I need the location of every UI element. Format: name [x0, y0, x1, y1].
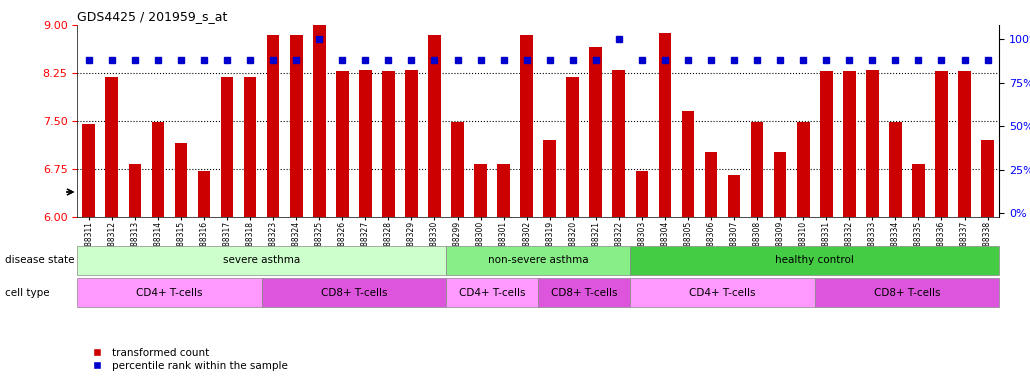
Bar: [566, 78, 579, 217]
Bar: [958, 71, 971, 217]
Text: cell type: cell type: [5, 288, 49, 298]
Text: CD8+ T-cells: CD8+ T-cells: [320, 288, 387, 298]
Bar: [538, 278, 630, 307]
Bar: [451, 122, 464, 217]
Bar: [77, 246, 446, 275]
Text: GDS4425 / 201959_s_at: GDS4425 / 201959_s_at: [77, 10, 228, 23]
Bar: [589, 47, 603, 217]
Text: CD8+ T-cells: CD8+ T-cells: [873, 288, 940, 298]
Bar: [613, 70, 625, 217]
Bar: [359, 70, 372, 217]
Bar: [446, 246, 630, 275]
Bar: [815, 278, 999, 307]
Bar: [336, 71, 348, 217]
Bar: [497, 164, 510, 217]
Bar: [636, 171, 648, 217]
Bar: [520, 35, 533, 217]
Text: healthy control: healthy control: [776, 255, 854, 265]
Bar: [797, 122, 810, 217]
Bar: [982, 140, 994, 217]
Bar: [267, 35, 279, 217]
Bar: [198, 171, 210, 217]
Bar: [682, 111, 694, 217]
Bar: [220, 78, 234, 217]
Bar: [705, 152, 717, 217]
Bar: [913, 164, 925, 217]
Text: CD4+ T-cells: CD4+ T-cells: [689, 288, 756, 298]
Bar: [428, 35, 441, 217]
Bar: [630, 278, 815, 307]
Bar: [151, 122, 164, 217]
Legend: transformed count, percentile rank within the sample: transformed count, percentile rank withi…: [82, 344, 291, 375]
Bar: [446, 278, 538, 307]
Bar: [889, 122, 901, 217]
Bar: [77, 278, 262, 307]
Bar: [244, 78, 256, 217]
Bar: [658, 33, 672, 217]
Bar: [728, 175, 741, 217]
Bar: [820, 71, 832, 217]
Text: disease state: disease state: [5, 255, 74, 265]
Bar: [474, 164, 487, 217]
Text: CD4+ T-cells: CD4+ T-cells: [136, 288, 203, 298]
Bar: [382, 71, 394, 217]
Bar: [630, 246, 999, 275]
Bar: [289, 35, 303, 217]
Bar: [82, 124, 95, 217]
Bar: [175, 143, 187, 217]
Text: severe asthma: severe asthma: [222, 255, 301, 265]
Bar: [129, 164, 141, 217]
Text: CD4+ T-cells: CD4+ T-cells: [458, 288, 525, 298]
Text: CD8+ T-cells: CD8+ T-cells: [551, 288, 618, 298]
Bar: [105, 78, 118, 217]
Text: non-severe asthma: non-severe asthma: [488, 255, 588, 265]
Bar: [935, 71, 948, 217]
Bar: [544, 140, 556, 217]
Bar: [262, 278, 446, 307]
Bar: [751, 122, 763, 217]
Bar: [843, 71, 856, 217]
Bar: [866, 70, 879, 217]
Bar: [313, 25, 325, 217]
Bar: [405, 70, 418, 217]
Bar: [774, 152, 787, 217]
